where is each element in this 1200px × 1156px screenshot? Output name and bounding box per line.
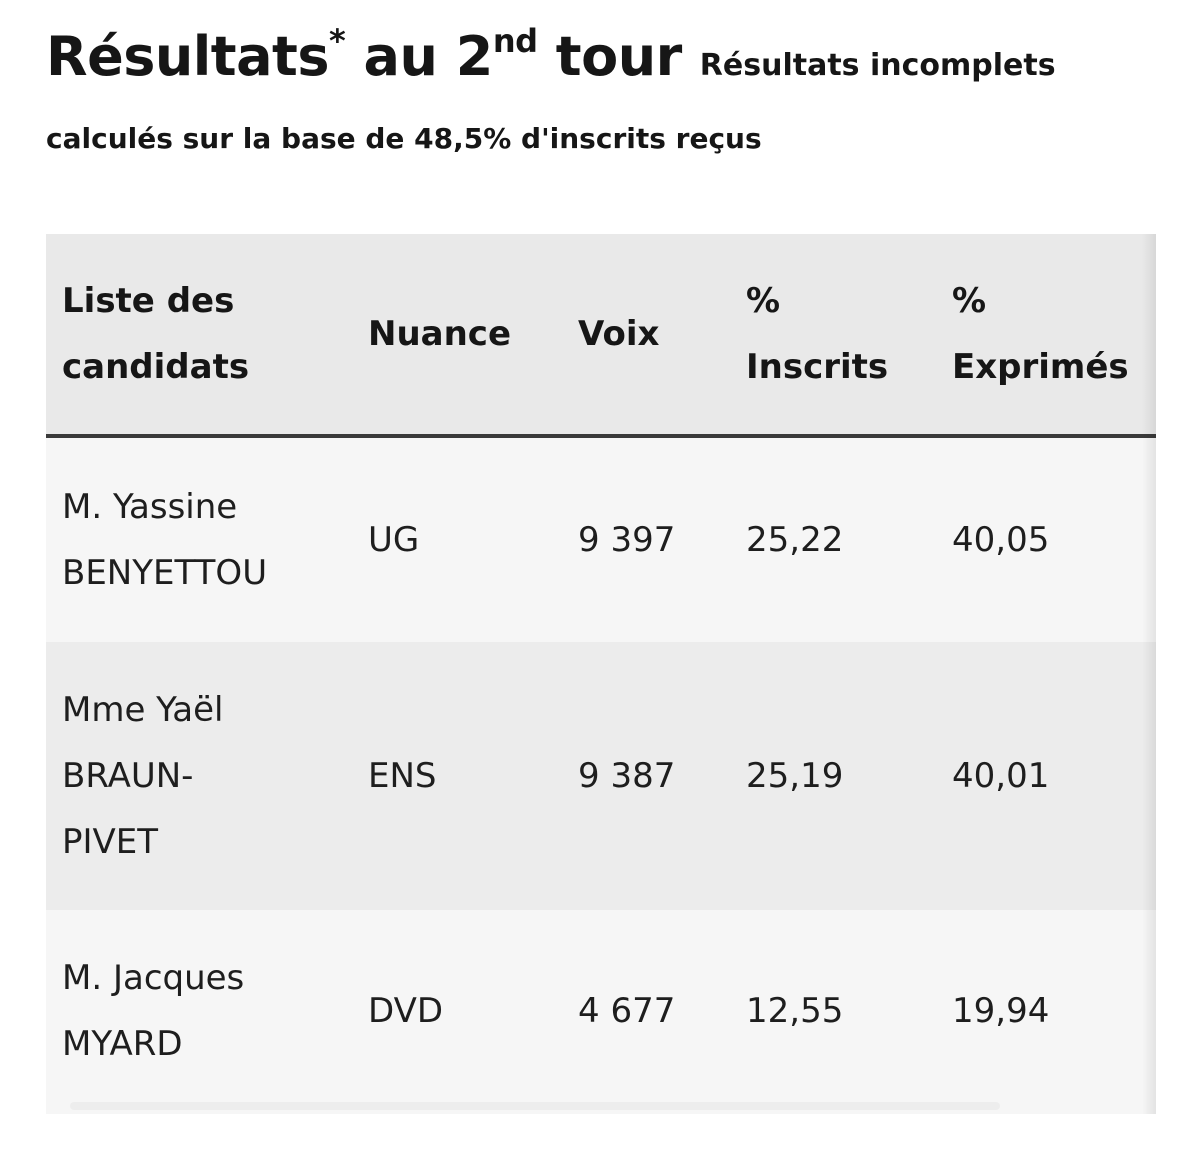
column-header-nuance: Nuance <box>352 234 562 438</box>
candidate-name: Mme Yaël BRAUN- PIVET <box>62 689 224 863</box>
candidate-name: M. Jacques MYARD <box>62 957 245 1064</box>
candidate-pct-inscrits: 25,22 <box>746 519 844 560</box>
candidate-voix: 4 677 <box>578 990 676 1031</box>
candidate-nuance: UG <box>368 519 420 560</box>
results-subtitle: calculés sur la base de 48,5% d'inscrits… <box>46 122 762 155</box>
table-row: M. Yassine BENYETTOU UG 9 397 25,22 40,05 <box>46 436 1156 642</box>
table-row: Mme Yaël BRAUN- PIVET ENS 9 387 25,19 40,0… <box>46 642 1156 910</box>
column-header-pct-inscrits: % Inscrits <box>730 234 936 438</box>
horizontal-scrollbar[interactable] <box>70 1102 1000 1110</box>
candidate-pct-exprimes: 40,05 <box>952 519 1050 560</box>
candidate-pct-exprimes: 19,94 <box>952 990 1050 1031</box>
results-header: Résultats* au 2nd tour Résultats incomple… <box>46 25 1176 156</box>
table-header: Liste des candidats Nuance Voix % Inscrits… <box>46 234 1156 438</box>
candidate-pct-inscrits: 12,55 <box>746 990 844 1031</box>
candidate-nuance: ENS <box>368 755 437 796</box>
table-row: M. Jacques MYARD DVD 4 677 12,55 19,94 <box>46 910 1156 1112</box>
candidate-voix: 9 397 <box>578 519 676 560</box>
column-header-pct-exprimes: % Exprimés <box>936 234 1156 438</box>
title-line: Résultats* au 2nd tour Résultats incomple… <box>46 25 1176 84</box>
candidate-pct-exprimes: 40,01 <box>952 755 1050 796</box>
column-header-candidates: Liste des candidats <box>46 234 352 438</box>
results-table-container[interactable]: Liste des candidats Nuance Voix % Inscrits… <box>46 234 1156 1114</box>
candidate-nuance: DVD <box>368 990 444 1031</box>
page-title: Résultats* au 2nd tour <box>46 22 682 88</box>
candidate-name: M. Yassine BENYETTOU <box>62 486 268 593</box>
column-header-voix: Voix <box>562 234 730 438</box>
incomplete-results-label: Résultats incomplets <box>699 48 1056 83</box>
candidate-voix: 9 387 <box>578 755 676 796</box>
results-table: Liste des candidats Nuance Voix % Inscrits… <box>46 234 1156 1112</box>
candidate-pct-inscrits: 25,19 <box>746 755 844 796</box>
